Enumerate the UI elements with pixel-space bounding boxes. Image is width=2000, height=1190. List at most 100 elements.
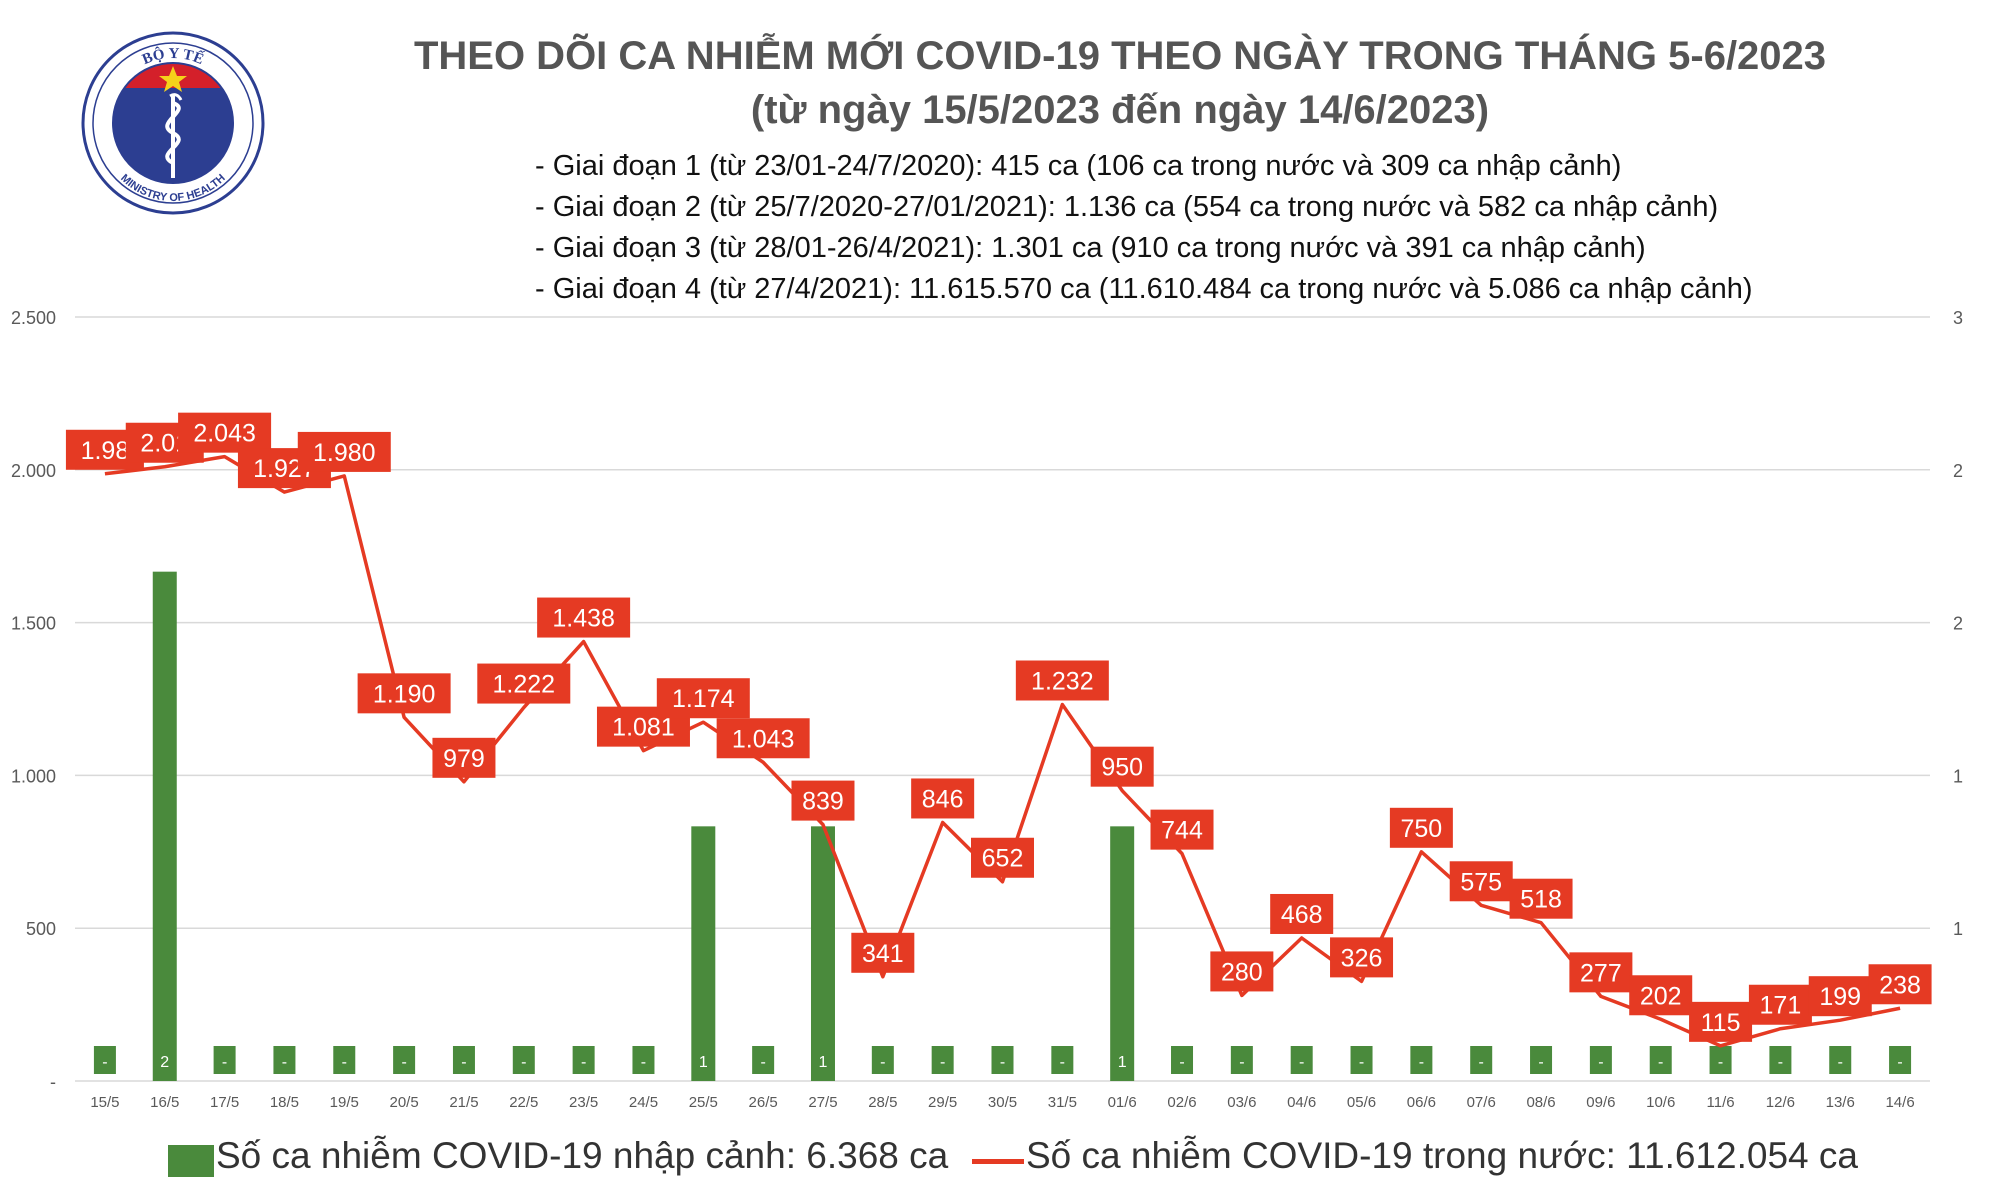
x-tick-label: 19/5 bbox=[330, 1094, 359, 1111]
line-label-box bbox=[477, 663, 571, 704]
x-tick-label: 21/5 bbox=[449, 1094, 478, 1111]
line-label-box bbox=[178, 412, 272, 453]
line-data-label: 1.081 bbox=[612, 714, 675, 742]
bar-label-box bbox=[1111, 1046, 1134, 1074]
line-data-label: 238 bbox=[1879, 971, 1921, 999]
bar-label-box bbox=[991, 1046, 1014, 1074]
bar-label-box bbox=[811, 1046, 834, 1074]
bar-data-label: - bbox=[581, 1054, 586, 1071]
left-tick-label: 1.000 bbox=[11, 766, 56, 786]
bar-data-label: 1 bbox=[699, 1054, 708, 1071]
left-tick-label: 500 bbox=[26, 919, 56, 939]
x-tick-label: 29/5 bbox=[928, 1094, 957, 1111]
line-data-label: 1.222 bbox=[493, 671, 556, 699]
line-label-box bbox=[656, 678, 750, 719]
line-data-label: 199 bbox=[1819, 983, 1861, 1011]
line-data-label: 2.043 bbox=[193, 420, 256, 448]
bar-label-box bbox=[153, 1046, 176, 1074]
bar-label-box bbox=[1589, 1046, 1612, 1074]
bar-data-label: - bbox=[1000, 1054, 1005, 1071]
line-data-label: 1.438 bbox=[552, 605, 615, 633]
bar-label-box bbox=[1410, 1046, 1433, 1074]
bar-data-label: 2 bbox=[160, 1054, 169, 1071]
line-label-box bbox=[1389, 807, 1453, 848]
x-tick-label: 28/5 bbox=[868, 1094, 897, 1111]
line-data-label: 1.043 bbox=[732, 725, 795, 753]
bar-data-label: - bbox=[1060, 1054, 1065, 1071]
bar-label-box bbox=[1230, 1046, 1253, 1074]
x-tick-label: 26/5 bbox=[749, 1094, 778, 1111]
line-label-box bbox=[1090, 746, 1154, 787]
bar-data-label: - bbox=[1598, 1054, 1603, 1071]
line-label-box bbox=[1150, 809, 1214, 850]
line-data-label: 744 bbox=[1161, 817, 1203, 845]
bar-data-label: - bbox=[1479, 1054, 1484, 1071]
line-label-box bbox=[1689, 1001, 1753, 1042]
bar-label-box bbox=[452, 1046, 475, 1074]
bar-data-label: - bbox=[401, 1054, 406, 1071]
line-data-label: 839 bbox=[802, 788, 844, 816]
bar-label-box bbox=[1709, 1046, 1732, 1074]
line-label-box bbox=[1868, 964, 1932, 1005]
x-tick-label: 15/5 bbox=[90, 1094, 119, 1111]
line-data-label: 750 bbox=[1401, 815, 1443, 843]
phase-note-2: - Giai đoạn 2 (từ 25/7/2020-27/01/2021):… bbox=[535, 191, 1719, 223]
bar-data-label: - bbox=[1897, 1054, 1902, 1071]
line-label-box bbox=[911, 778, 975, 819]
line-label-box bbox=[1509, 878, 1573, 919]
phase-note-3: - Giai đoạn 3 (từ 28/01-26/4/2021): 1.30… bbox=[535, 232, 1646, 264]
line-label-box bbox=[1270, 893, 1334, 934]
bar-data-label: - bbox=[760, 1054, 765, 1071]
line-data-label: 1.98 bbox=[81, 437, 130, 465]
line-data-label: 979 bbox=[443, 745, 485, 773]
line-data-label: 277 bbox=[1580, 959, 1622, 987]
line-label-box bbox=[1808, 976, 1872, 1017]
line-data-label: 115 bbox=[1701, 1009, 1741, 1037]
x-tick-label: 10/6 bbox=[1646, 1094, 1675, 1111]
bar-label-box bbox=[1829, 1046, 1852, 1074]
x-tick-label: 18/5 bbox=[270, 1094, 299, 1111]
x-tick-label: 30/5 bbox=[988, 1094, 1017, 1111]
line-label-box bbox=[1210, 951, 1274, 992]
line-label-box bbox=[357, 673, 451, 714]
x-tick-label: 20/5 bbox=[390, 1094, 419, 1111]
bar-label-box bbox=[1470, 1046, 1493, 1074]
right-tick-label: 1 bbox=[1953, 766, 1963, 786]
line-label-box bbox=[297, 431, 391, 472]
bar-label-box bbox=[572, 1046, 595, 1074]
line-data-label: 1.174 bbox=[672, 685, 735, 713]
line-label-box bbox=[1449, 861, 1513, 902]
bar-label-box bbox=[1649, 1046, 1672, 1074]
line-data-label: 326 bbox=[1341, 944, 1383, 972]
bar-label-box bbox=[1051, 1046, 1074, 1074]
x-tick-label: 04/6 bbox=[1287, 1094, 1316, 1111]
line-data-label: 846 bbox=[922, 785, 964, 813]
line-label-box bbox=[851, 932, 915, 973]
bar-label-box bbox=[1290, 1046, 1313, 1074]
phase-note-1: - Giai đoạn 1 (từ 23/01-24/7/2020): 415 … bbox=[535, 150, 1622, 182]
line-data-label: 1.232 bbox=[1031, 668, 1094, 696]
left-tick-label: 1.500 bbox=[11, 614, 56, 634]
bar-data-label: - bbox=[222, 1054, 227, 1071]
bar-label-box bbox=[393, 1046, 416, 1074]
chart-title: THEO DÕI CA NHIỄM MỚI COVID-19 THEO NGÀY… bbox=[413, 34, 1827, 78]
legend-bar-label: Số ca nhiễm COVID-19 nhập cảnh: 6.368 ca bbox=[216, 1135, 949, 1176]
x-tick-label: 24/5 bbox=[629, 1094, 658, 1111]
x-tick-label: 02/6 bbox=[1167, 1094, 1196, 1111]
legend-line-swatch bbox=[972, 1159, 1024, 1164]
left-tick-label: 2.000 bbox=[11, 461, 56, 481]
line-data-label: 341 bbox=[862, 940, 904, 968]
bar-data-label: - bbox=[1239, 1054, 1244, 1071]
bar-data-label: - bbox=[282, 1054, 287, 1071]
line-label-box bbox=[1015, 660, 1109, 701]
bar-data-label: - bbox=[1778, 1054, 1783, 1071]
bar-data-label: - bbox=[940, 1054, 945, 1071]
legend: Số ca nhiễm COVID-19 nhập cảnh: 6.368 ca… bbox=[0, 1135, 2000, 1185]
line-data-label: 280 bbox=[1221, 958, 1263, 986]
line-data-label: 518 bbox=[1520, 886, 1562, 914]
chart-plot: - 500 1.000 1.500 2.000 2.500 1 1 2 2 3 15/5 16/5 17/… bbox=[11, 308, 1963, 1111]
x-tick-label: 05/6 bbox=[1347, 1094, 1376, 1111]
logo-top-text: BỘ Y TẾ bbox=[140, 45, 206, 68]
x-tick-label: 01/6 bbox=[1108, 1094, 1137, 1111]
bar bbox=[691, 826, 716, 1081]
